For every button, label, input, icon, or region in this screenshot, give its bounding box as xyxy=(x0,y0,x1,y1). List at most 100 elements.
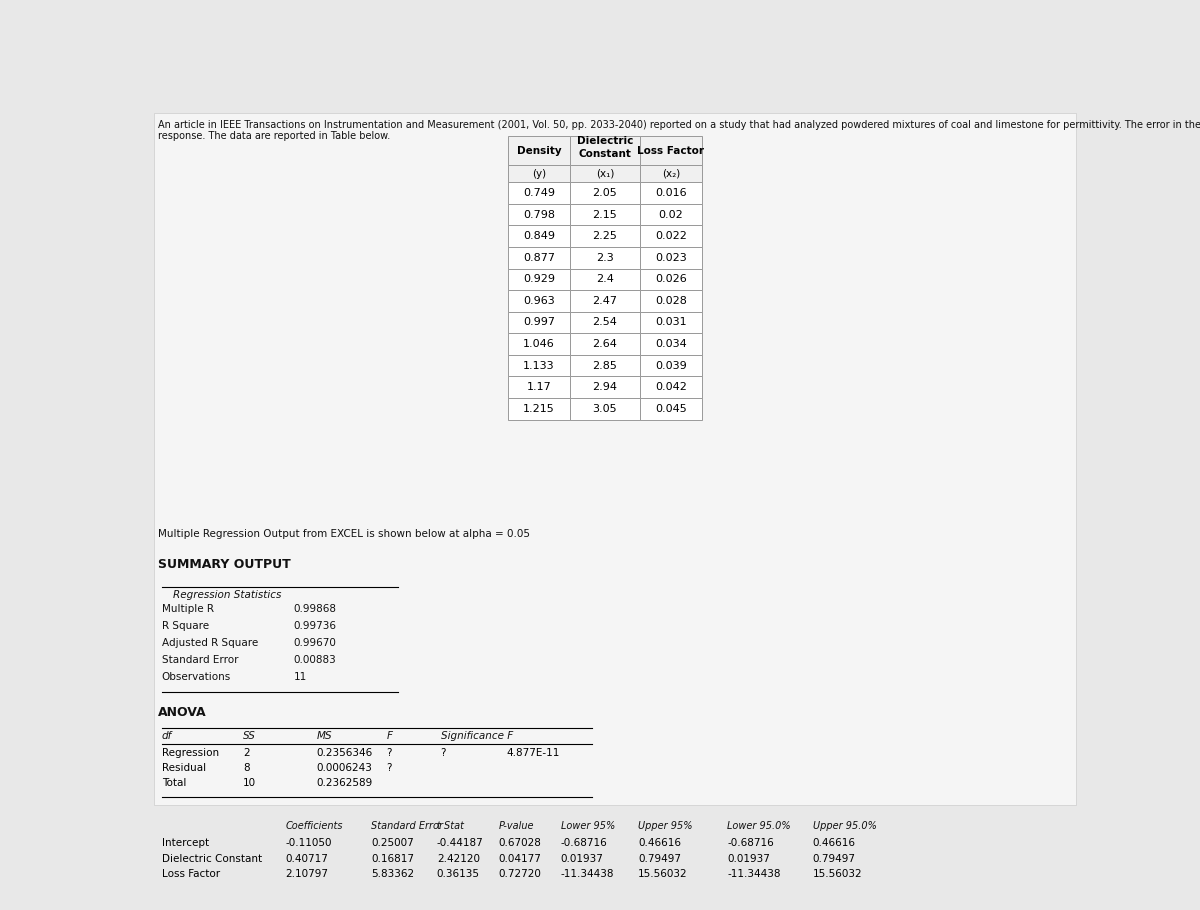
Text: 0.798: 0.798 xyxy=(523,209,556,219)
Text: 2.85: 2.85 xyxy=(593,360,617,370)
Bar xyxy=(570,333,640,355)
Bar xyxy=(640,226,702,247)
Text: 0.00883: 0.00883 xyxy=(293,655,336,665)
Bar xyxy=(640,182,702,204)
Text: Coefficients: Coefficients xyxy=(286,822,343,832)
Text: Dielectric Constant: Dielectric Constant xyxy=(162,854,262,864)
Text: R Square: R Square xyxy=(162,622,209,632)
Text: 1.215: 1.215 xyxy=(523,404,554,414)
Text: 0.36135: 0.36135 xyxy=(437,869,480,879)
Bar xyxy=(640,377,702,398)
Text: 0.01937: 0.01937 xyxy=(727,854,770,864)
Bar xyxy=(508,355,570,377)
Bar xyxy=(640,136,702,166)
Bar xyxy=(508,204,570,226)
Text: (x₁): (x₁) xyxy=(595,169,614,179)
Bar xyxy=(570,226,640,247)
Text: Residual: Residual xyxy=(162,763,205,773)
Bar xyxy=(570,398,640,420)
Text: 0.99868: 0.99868 xyxy=(293,604,336,614)
Bar xyxy=(508,333,570,355)
Text: 0.849: 0.849 xyxy=(523,231,556,241)
Text: 2.25: 2.25 xyxy=(593,231,617,241)
Text: 0.16817: 0.16817 xyxy=(371,854,414,864)
Text: 2.94: 2.94 xyxy=(593,382,618,392)
Text: Loss Factor: Loss Factor xyxy=(162,869,220,879)
Text: 0.031: 0.031 xyxy=(655,318,686,328)
Bar xyxy=(570,182,640,204)
Text: Loss Factor: Loss Factor xyxy=(637,146,704,156)
Text: Density: Density xyxy=(517,146,562,156)
Text: 0.929: 0.929 xyxy=(523,275,556,284)
Bar xyxy=(570,166,640,182)
Text: Multiple R: Multiple R xyxy=(162,604,214,614)
Text: 5.83362: 5.83362 xyxy=(371,869,414,879)
Text: 0.026: 0.026 xyxy=(655,275,686,284)
Text: 0.034: 0.034 xyxy=(655,339,686,349)
Text: 1.133: 1.133 xyxy=(523,360,554,370)
Text: df: df xyxy=(162,731,172,741)
Bar xyxy=(570,377,640,398)
Text: 0.039: 0.039 xyxy=(655,360,686,370)
Text: 0.79497: 0.79497 xyxy=(812,854,856,864)
Text: ?: ? xyxy=(440,747,446,757)
Text: 4.877E-11: 4.877E-11 xyxy=(506,747,560,757)
Bar xyxy=(570,312,640,333)
Text: 10: 10 xyxy=(242,778,256,788)
Text: 0.045: 0.045 xyxy=(655,404,686,414)
Text: 0.2356346: 0.2356346 xyxy=(317,747,373,757)
Bar xyxy=(640,398,702,420)
Text: 1.046: 1.046 xyxy=(523,339,554,349)
Text: 0.023: 0.023 xyxy=(655,253,686,263)
Bar xyxy=(508,312,570,333)
Bar xyxy=(570,290,640,312)
Text: Upper 95%: Upper 95% xyxy=(638,822,692,832)
Text: 2.42120: 2.42120 xyxy=(437,854,480,864)
Text: 0.01937: 0.01937 xyxy=(560,854,604,864)
Text: 2.54: 2.54 xyxy=(593,318,617,328)
Text: 2: 2 xyxy=(242,747,250,757)
Text: 0.028: 0.028 xyxy=(655,296,686,306)
Text: 0.99736: 0.99736 xyxy=(293,622,336,632)
Bar xyxy=(508,182,570,204)
Text: F: F xyxy=(386,731,392,741)
Text: 2.3: 2.3 xyxy=(596,253,613,263)
Text: -0.11050: -0.11050 xyxy=(286,838,332,848)
Bar xyxy=(640,247,702,268)
Text: Lower 95.0%: Lower 95.0% xyxy=(727,822,791,832)
Text: 15.56032: 15.56032 xyxy=(812,869,863,879)
Bar xyxy=(570,355,640,377)
Text: -11.34438: -11.34438 xyxy=(560,869,614,879)
Bar xyxy=(640,166,702,182)
Text: MS: MS xyxy=(317,731,332,741)
Text: 15.56032: 15.56032 xyxy=(638,869,688,879)
Bar xyxy=(640,312,702,333)
Bar xyxy=(570,136,640,166)
Text: (y): (y) xyxy=(532,169,546,179)
Text: t Stat: t Stat xyxy=(437,822,463,832)
Text: 2.10797: 2.10797 xyxy=(286,869,329,879)
Text: 2.64: 2.64 xyxy=(593,339,617,349)
Text: Lower 95%: Lower 95% xyxy=(560,822,616,832)
Text: 0.016: 0.016 xyxy=(655,188,686,198)
Bar xyxy=(640,204,702,226)
Text: 0.749: 0.749 xyxy=(523,188,556,198)
Text: ?: ? xyxy=(386,763,392,773)
Text: 0.963: 0.963 xyxy=(523,296,554,306)
Text: 0.04177: 0.04177 xyxy=(499,854,541,864)
Text: Multiple Regression Output from EXCEL is shown below at alpha = 0.05: Multiple Regression Output from EXCEL is… xyxy=(157,529,529,539)
Text: 0.40717: 0.40717 xyxy=(286,854,329,864)
Text: SUMMARY OUTPUT: SUMMARY OUTPUT xyxy=(157,558,290,571)
Bar xyxy=(508,166,570,182)
Text: SS: SS xyxy=(242,731,256,741)
Bar xyxy=(640,333,702,355)
Text: 11: 11 xyxy=(293,672,307,682)
Text: 8: 8 xyxy=(242,763,250,773)
Text: 2.05: 2.05 xyxy=(593,188,617,198)
Text: 0.25007: 0.25007 xyxy=(371,838,414,848)
Text: Intercept: Intercept xyxy=(162,838,209,848)
Text: Regression: Regression xyxy=(162,747,218,757)
Text: 1.17: 1.17 xyxy=(527,382,552,392)
Text: 2.47: 2.47 xyxy=(593,296,618,306)
Bar xyxy=(508,247,570,268)
